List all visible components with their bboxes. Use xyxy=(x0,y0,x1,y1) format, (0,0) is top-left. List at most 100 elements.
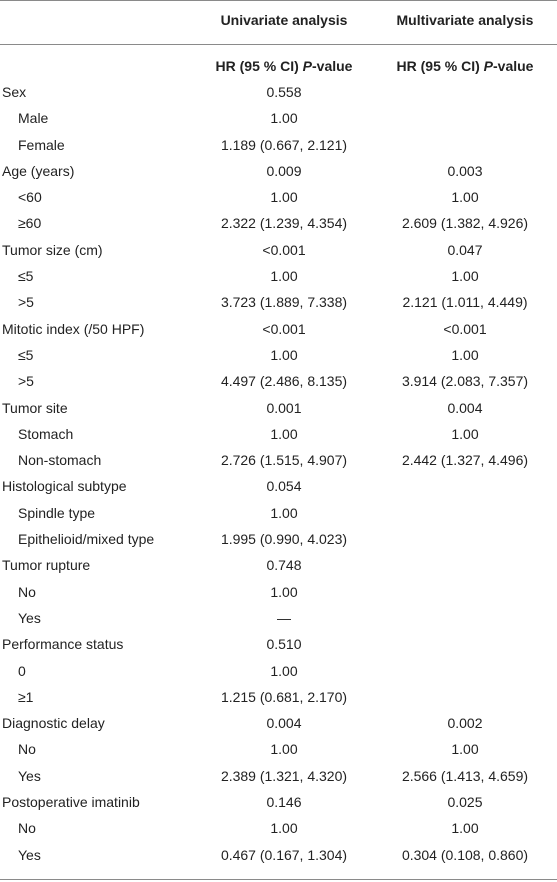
univariate-value: <0.001 xyxy=(262,241,306,258)
univariate-value: 1.00 xyxy=(270,662,298,679)
row-label: Diagnostic delay xyxy=(2,715,105,732)
multivariate-value: 1.00 xyxy=(451,425,479,442)
univariate-value: 1.995 (0.990, 4.023) xyxy=(220,531,348,548)
table-subrow: >5 4.497 (2.486, 8.135) 3.914 (2.083, 7.35… xyxy=(0,368,557,394)
table-subrow: ≥1 1.215 (0.681, 2.170) xyxy=(0,684,557,710)
table-top-rule xyxy=(0,0,557,1)
univariate-value: 0.146 xyxy=(266,794,302,811)
table-subrow: Epithelioid/mixed type 1.995 (0.990, 4.02… xyxy=(0,526,557,552)
univariate-value: 0.510 xyxy=(266,636,302,653)
row-label: Female xyxy=(18,136,65,153)
univariate-value: 1.00 xyxy=(270,425,298,442)
univariate-value: 1.00 xyxy=(270,741,298,758)
table-row: Histological subtype 0.054 xyxy=(0,473,557,499)
row-label: Tumor rupture xyxy=(2,557,91,574)
table-subrow: Female 1.189 (0.667, 2.121) xyxy=(0,132,557,158)
univariate-value: 1.00 xyxy=(270,504,298,521)
multivariate-value: 2.609 (1.382, 4.926) xyxy=(401,215,529,232)
table-subrow: <60 1.00 1.00 xyxy=(0,184,557,210)
row-label: Tumor size (cm) xyxy=(2,241,103,258)
row-label: Non-stomach xyxy=(18,452,102,469)
multivariate-subheader-hr: HR (95 % CI) xyxy=(396,58,480,74)
row-label: Stomach xyxy=(18,425,74,442)
row-label: Male xyxy=(18,110,49,127)
row-label: No xyxy=(18,820,36,837)
row-label: Postoperative imatinib xyxy=(2,794,140,811)
univariate-value: 1.00 xyxy=(270,820,298,837)
multivariate-value: 1.00 xyxy=(451,189,479,206)
univariate-value: 1.189 (0.667, 2.121) xyxy=(220,136,348,153)
row-label: Yes xyxy=(18,846,41,863)
multivariate-value: 0.047 xyxy=(447,241,483,258)
univariate-value: 0.009 xyxy=(266,162,302,179)
univariate-subheader-value: -value xyxy=(312,58,353,74)
univariate-value: 2.726 (1.515, 4.907) xyxy=(220,452,348,469)
multivariate-value: 1.00 xyxy=(451,820,479,837)
table-subrow: ≤5 1.00 1.00 xyxy=(0,263,557,289)
table-subrow: Yes 0.467 (0.167, 1.304) 0.304 (0.108, 0.8… xyxy=(0,842,557,868)
row-label: ≤5 xyxy=(18,268,34,285)
multivariate-subheader-value: -value xyxy=(493,58,534,74)
table-subrow: No 1.00 1.00 xyxy=(0,815,557,841)
row-label: Age (years) xyxy=(2,162,75,179)
univariate-value: — xyxy=(277,609,291,626)
table-row: Mitotic index (/50 HPF) <0.001 <0.001 xyxy=(0,316,557,342)
multivariate-value: 2.442 (1.327, 4.496) xyxy=(401,452,529,469)
table-subrow: ≥60 2.322 (1.239, 4.354) 2.609 (1.382, 4.9… xyxy=(0,210,557,236)
univariate-value: 2.322 (1.239, 4.354) xyxy=(220,215,348,232)
multivariate-subheader-p: P xyxy=(483,58,493,74)
table-subrow: Yes — xyxy=(0,605,557,631)
row-label: ≥1 xyxy=(18,688,34,705)
multivariate-value: 0.002 xyxy=(447,715,483,732)
table-row: Postoperative imatinib 0.146 0.025 xyxy=(0,789,557,815)
univariate-subheader: HR (95 % CI) P-value xyxy=(198,58,370,74)
row-label: <60 xyxy=(18,189,42,206)
table-subrow: 0 1.00 xyxy=(0,658,557,684)
univariate-column-header: Univariate analysis xyxy=(220,12,348,28)
table-subrow: >5 3.723 (1.889, 7.338) 2.121 (1.011, 4.44… xyxy=(0,289,557,315)
row-label: ≤5 xyxy=(18,346,34,363)
row-label: >5 xyxy=(18,294,34,311)
univariate-subheader-hr: HR (95 % CI) xyxy=(215,58,299,74)
univariate-value: <0.001 xyxy=(262,320,306,337)
univariate-value: 0.004 xyxy=(266,715,302,732)
univariate-value: 2.389 (1.321, 4.320) xyxy=(220,767,348,784)
multivariate-value: 1.00 xyxy=(451,268,479,285)
row-label: ≥60 xyxy=(18,215,42,232)
row-label: Mitotic index (/50 HPF) xyxy=(2,320,145,337)
univariate-value: 0.467 (0.167, 1.304) xyxy=(220,846,348,863)
univariate-value: 0.001 xyxy=(266,399,302,416)
univariate-value: 0.558 xyxy=(266,84,302,100)
header-divider-rule xyxy=(0,44,557,45)
multivariate-value: <0.001 xyxy=(443,320,487,337)
table-subrow: No 1.00 xyxy=(0,579,557,605)
table-row: Sex 0.558 xyxy=(0,79,557,105)
univariate-value: 1.00 xyxy=(270,189,298,206)
table-subrow: No 1.00 1.00 xyxy=(0,736,557,762)
row-label: Yes xyxy=(18,609,41,626)
univariate-value: 1.00 xyxy=(270,268,298,285)
multivariate-value: 1.00 xyxy=(451,346,479,363)
table-row: Diagnostic delay 0.004 0.002 xyxy=(0,710,557,736)
row-label: >5 xyxy=(18,373,34,390)
row-label: Epithelioid/mixed type xyxy=(18,531,155,548)
univariate-value: 1.215 (0.681, 2.170) xyxy=(220,688,348,705)
multivariate-value: 0.003 xyxy=(447,162,483,179)
table-body: Sex 0.558 Male 1.00 Female 1.189 (0.667, 2.12… xyxy=(0,79,557,868)
multivariate-value: 2.121 (1.011, 4.449) xyxy=(402,294,528,311)
table-row: Tumor size (cm) <0.001 0.047 xyxy=(0,237,557,263)
row-label: Sex xyxy=(2,84,27,100)
multivariate-subheader: HR (95 % CI) P-value xyxy=(373,58,557,74)
univariate-value: 4.497 (2.486, 8.135) xyxy=(220,373,348,390)
row-label: Performance status xyxy=(2,636,124,653)
multivariate-value: 0.304 (0.108, 0.860) xyxy=(401,846,529,863)
table-row: Age (years) 0.009 0.003 xyxy=(0,158,557,184)
row-label: Histological subtype xyxy=(2,478,127,495)
multivariate-column-header: Multivariate analysis xyxy=(396,12,534,28)
table-subrow: Spindle type 1.00 xyxy=(0,500,557,526)
multivariate-value: 2.566 (1.413, 4.659) xyxy=(401,767,529,784)
univariate-subheader-p: P xyxy=(302,58,312,74)
univariate-value: 0.748 xyxy=(266,557,302,574)
univariate-value: 1.00 xyxy=(270,110,298,127)
